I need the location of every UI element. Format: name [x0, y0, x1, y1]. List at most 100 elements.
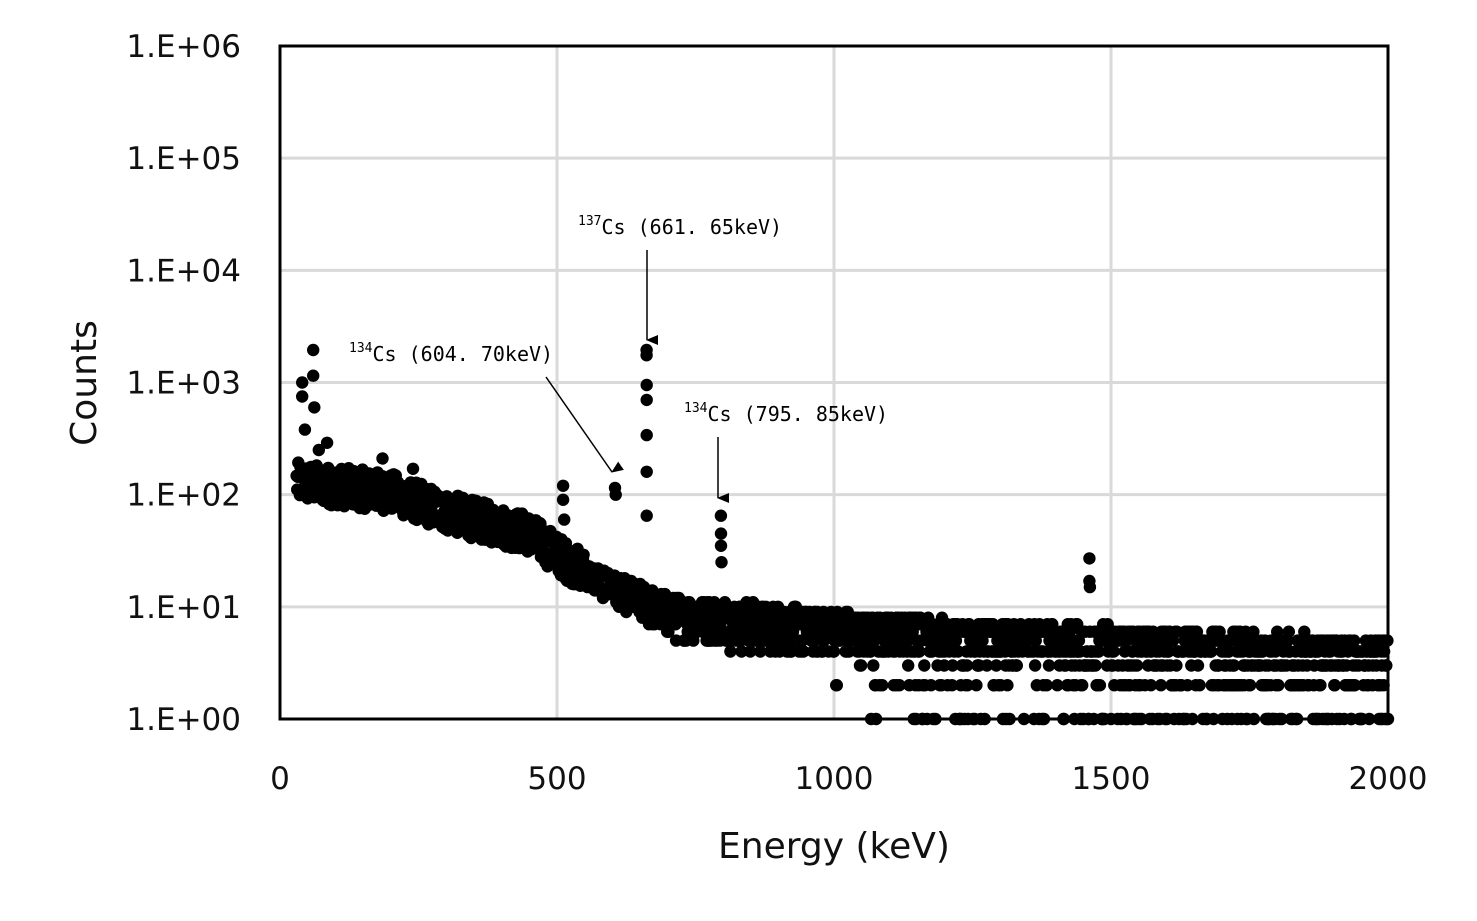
data-point [1040, 679, 1053, 692]
data-point [1089, 659, 1102, 672]
data-point [1191, 659, 1205, 672]
data-point [714, 539, 728, 552]
data-point [854, 659, 868, 672]
data-point [1083, 552, 1096, 565]
data-point [876, 679, 889, 692]
data-point [990, 659, 1003, 672]
data-point [296, 390, 309, 403]
data-point [1010, 659, 1023, 672]
data-point [1130, 659, 1144, 672]
plot-frame [278, 44, 1390, 721]
data-point [609, 488, 622, 501]
data-point [960, 659, 974, 672]
x-tick-label: 2000 [1349, 761, 1428, 797]
data-point [307, 369, 320, 382]
data-point [946, 659, 959, 672]
y-tick-label: 1.E+04 [126, 253, 241, 289]
data-point [1205, 645, 1218, 658]
data-point [1227, 659, 1241, 672]
data-point [893, 679, 906, 692]
data-point [970, 679, 983, 692]
data-point [1076, 679, 1089, 692]
isotope-label: Cs (604. 70keV) [372, 342, 553, 366]
isotope-label: Cs (661. 65keV) [601, 215, 782, 239]
data-point [1348, 679, 1362, 692]
data-point [308, 401, 321, 414]
data-point [924, 679, 938, 692]
isotope-label: Cs (795. 85keV) [707, 402, 888, 426]
y-axis-ticks: 1.E+00 1.E+01 1.E+02 1.E+03 1.E+04 1.E+05 1.E+… [126, 29, 241, 738]
isotope-mass-number: 134 [684, 401, 708, 416]
y-tick-label: 1.E+02 [126, 478, 241, 514]
data-point [1170, 659, 1183, 672]
y-tick-label: 1.E+00 [126, 702, 241, 738]
isotope-mass-number: 137 [578, 214, 601, 229]
data-point [867, 659, 880, 672]
data-point [1107, 645, 1121, 658]
y-tick-label: 1.E+03 [126, 366, 241, 402]
data-point [1083, 580, 1097, 594]
x-axis-ticks: 0 500 1000 1500 2000 [270, 761, 1427, 797]
data-point [1328, 679, 1342, 692]
y-axis-title: Counts [64, 320, 105, 446]
data-point [376, 452, 389, 465]
y-tick-label: 1.E+01 [126, 590, 241, 626]
data-point [577, 548, 590, 561]
data-point [1093, 679, 1107, 692]
x-tick-label: 1000 [795, 761, 874, 797]
data-point [1348, 634, 1361, 647]
data-point [902, 659, 915, 672]
data-point [807, 634, 821, 647]
isotope-mass-number: 134 [349, 341, 373, 356]
peak-label: 134Cs (795. 85keV) [684, 401, 888, 426]
data-point [735, 645, 748, 658]
data-point [296, 376, 309, 389]
data-point [640, 428, 653, 442]
x-tick-label: 0 [270, 761, 290, 797]
data-point [1243, 679, 1257, 692]
x-tick-label: 500 [527, 761, 586, 797]
data-point [718, 596, 732, 609]
peak-label: 137Cs (661. 65keV) [578, 214, 782, 239]
data-point [913, 645, 926, 658]
data-point [1380, 659, 1393, 672]
data-point [1272, 679, 1285, 692]
data-point [556, 479, 570, 492]
data-point [1092, 645, 1106, 658]
data-point [797, 645, 810, 658]
data-point [312, 443, 325, 457]
data-point [320, 436, 334, 449]
data-point [918, 659, 931, 672]
data-point [961, 679, 974, 692]
data-point [1193, 679, 1206, 692]
data-point [640, 509, 653, 522]
data-point [640, 465, 653, 478]
data-point [1001, 679, 1014, 692]
data-point [298, 423, 312, 436]
data-point [724, 645, 737, 658]
data-point [945, 679, 959, 692]
data-point [640, 378, 653, 392]
data-point [827, 645, 841, 658]
data-point [1042, 659, 1056, 672]
data-point [715, 556, 728, 569]
x-axis-title: Energy (keV) [718, 826, 950, 867]
data-point [1282, 625, 1296, 638]
data-point [744, 645, 757, 658]
data-point [1051, 679, 1064, 692]
data-point [1144, 679, 1158, 692]
data-point [406, 462, 420, 475]
data-point [1154, 679, 1168, 692]
data-point [307, 343, 320, 357]
peak-label: 134Cs (604. 70keV) [349, 341, 553, 366]
y-tick-label: 1.E+06 [126, 29, 241, 65]
y-tick-label: 1.E+05 [126, 141, 241, 177]
annotation-arrow [545, 376, 624, 473]
data-point [1314, 679, 1327, 692]
data-point [754, 645, 767, 658]
data-point [558, 513, 571, 526]
peak-annotations: 137Cs (661. 65keV)134Cs (604. 70keV)134C… [349, 214, 888, 503]
data-point [714, 527, 728, 540]
data-point [980, 659, 994, 672]
